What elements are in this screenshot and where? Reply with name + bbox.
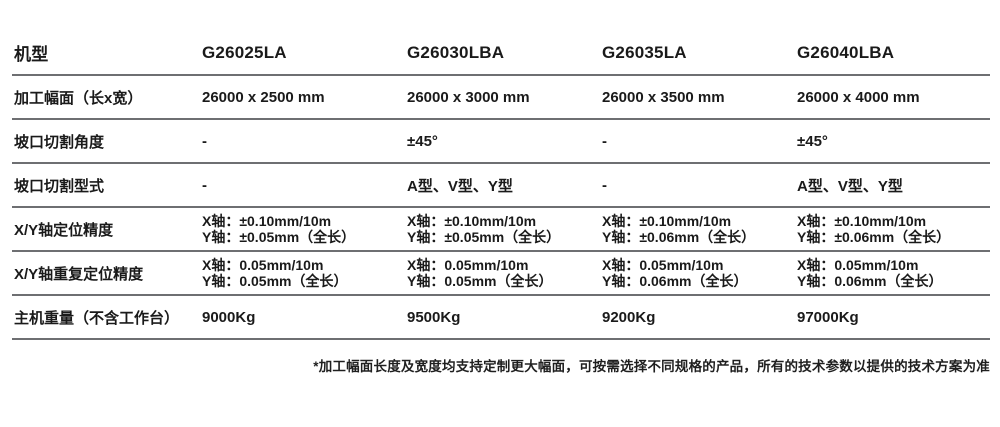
row-label-bevel-type: 坡口切割型式	[12, 163, 200, 208]
spec-cell: -	[600, 163, 795, 208]
table-header-row: 机型 G26025LA G26030LBA G26035LA G26040LBA	[12, 36, 990, 76]
table-row-weight: 主机重量（不含工作台） 9000Kg 9500Kg 9200Kg 97000Kg	[12, 295, 990, 340]
spec-cell: X轴：0.05mm/10m Y轴：0.05mm（全长）	[405, 251, 600, 296]
table-row-bevel-angle: 坡口切割角度 - ±45° - ±45°	[12, 119, 990, 164]
spec-cell: X轴：±0.10mm/10m Y轴：±0.05mm（全长）	[200, 207, 405, 252]
row-label-weight: 主机重量（不含工作台）	[12, 295, 200, 340]
column-header-model-1: G26025LA	[200, 36, 405, 76]
spec-cell: X轴：±0.10mm/10m Y轴：±0.06mm（全长）	[795, 207, 990, 252]
footnote-text: *加工幅面长度及宽度均支持定制更大幅面，可按需选择不同规格的产品，所有的技术参数…	[313, 359, 990, 374]
spec-cell: X轴：0.05mm/10m Y轴：0.06mm（全长）	[600, 251, 795, 296]
table-row-work-area: 加工幅面（长x宽） 26000 x 2500 mm 26000 x 3000 m…	[12, 75, 990, 120]
spec-cell: -	[200, 163, 405, 208]
column-header-model-4: G26040LBA	[795, 36, 990, 76]
column-header-model-label: 机型	[12, 36, 200, 76]
row-label-positioning-accuracy: X/Y轴定位精度	[12, 207, 200, 252]
row-label-bevel-angle: 坡口切割角度	[12, 119, 200, 164]
spec-cell: 9200Kg	[600, 295, 795, 340]
spec-cell: X轴：±0.10mm/10m Y轴：±0.05mm（全长）	[405, 207, 600, 252]
spec-cell: 26000 x 3000 mm	[405, 75, 600, 120]
spec-cell: 9000Kg	[200, 295, 405, 340]
spec-cell: A型、V型、Y型	[795, 163, 990, 208]
spec-cell: 9500Kg	[405, 295, 600, 340]
table-row-positioning-accuracy: X/Y轴定位精度 X轴：±0.10mm/10m Y轴：±0.05mm（全长） X…	[12, 207, 990, 252]
spec-cell: 26000 x 4000 mm	[795, 75, 990, 120]
spec-cell: A型、V型、Y型	[405, 163, 600, 208]
spec-cell: 97000Kg	[795, 295, 990, 340]
row-label-repeat-accuracy: X/Y轴重复定位精度	[12, 251, 200, 296]
table-row-repeat-accuracy: X/Y轴重复定位精度 X轴：0.05mm/10m Y轴：0.05mm（全长） X…	[12, 251, 990, 296]
spec-cell: X轴：0.05mm/10m Y轴：0.05mm（全长）	[200, 251, 405, 296]
spec-cell: -	[600, 119, 795, 164]
spec-cell: -	[200, 119, 405, 164]
spec-cell: ±45°	[405, 119, 600, 164]
spec-cell: X轴：0.05mm/10m Y轴：0.06mm（全长）	[795, 251, 990, 296]
column-header-model-2: G26030LBA	[405, 36, 600, 76]
spec-cell: X轴：±0.10mm/10m Y轴：±0.06mm（全长）	[600, 207, 795, 252]
table-row-bevel-type: 坡口切割型式 - A型、V型、Y型 - A型、V型、Y型	[12, 163, 990, 208]
spec-cell: 26000 x 2500 mm	[200, 75, 405, 120]
row-label-work-area: 加工幅面（长x宽）	[12, 75, 200, 120]
column-header-model-3: G26035LA	[600, 36, 795, 76]
spec-cell: ±45°	[795, 119, 990, 164]
spec-cell: 26000 x 3500 mm	[600, 75, 795, 120]
machine-spec-table: 机型 G26025LA G26030LBA G26035LA G26040LBA…	[12, 36, 990, 340]
